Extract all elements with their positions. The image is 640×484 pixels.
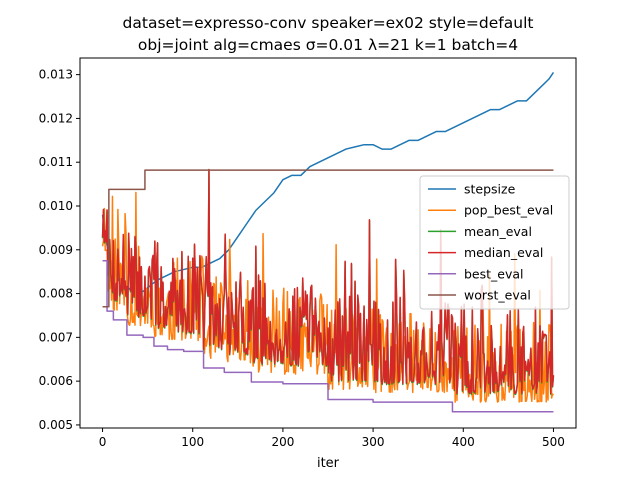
- x-axis-ticks: 0 100 200 300 400 500: [99, 428, 565, 449]
- x-tick-label: 0: [99, 435, 107, 449]
- series-line-stepsize: [101, 72, 555, 295]
- legend: stepsize pop_best_eval mean_eval median_eva…: [419, 175, 570, 310]
- legend-label: best_eval: [464, 266, 524, 281]
- x-tick-label: 100: [181, 435, 204, 449]
- y-tick-label: 0.013: [39, 68, 73, 82]
- y-tick-label: 0.005: [39, 418, 73, 432]
- plot-frame: [79, 57, 577, 429]
- chart-title-line-1: dataset=expresso-conv speaker=ex02 style…: [123, 14, 534, 32]
- x-axis-label: iter: [317, 456, 340, 471]
- series-line-median-eval: [101, 168, 555, 395]
- x-tick-label: 300: [362, 435, 385, 449]
- series-line-best-eval: [102, 259, 554, 413]
- y-tick-label: 0.010: [39, 199, 73, 213]
- x-tick-label: 200: [271, 435, 294, 449]
- legend-label: median_eval: [464, 245, 543, 260]
- y-tick-label: 0.008: [39, 287, 73, 301]
- x-tick-label: 400: [452, 435, 475, 449]
- legend-label: pop_best_eval: [464, 203, 553, 218]
- legend-label: worst_eval: [464, 288, 531, 303]
- legend-label: stepsize: [464, 182, 516, 197]
- y-tick-label: 0.011: [39, 155, 73, 169]
- y-tick-label: 0.006: [39, 374, 73, 388]
- y-axis-ticks: 0.005 0.006 0.007 0.008 0.009 0.010 0.011 0.012…: [39, 68, 80, 432]
- series-line-worst-eval: [102, 169, 554, 308]
- y-tick-label: 0.009: [39, 243, 73, 257]
- legend-box: [419, 175, 570, 310]
- chart-title-line-2: obj=joint alg=cmaes σ=0.01 λ=21 k=1 batc…: [138, 36, 518, 54]
- y-tick-label: 0.007: [39, 330, 73, 344]
- plot-area: [101, 72, 555, 413]
- legend-label: mean_eval: [464, 224, 532, 239]
- x-tick-label: 500: [542, 435, 565, 449]
- y-tick-label: 0.012: [39, 111, 73, 125]
